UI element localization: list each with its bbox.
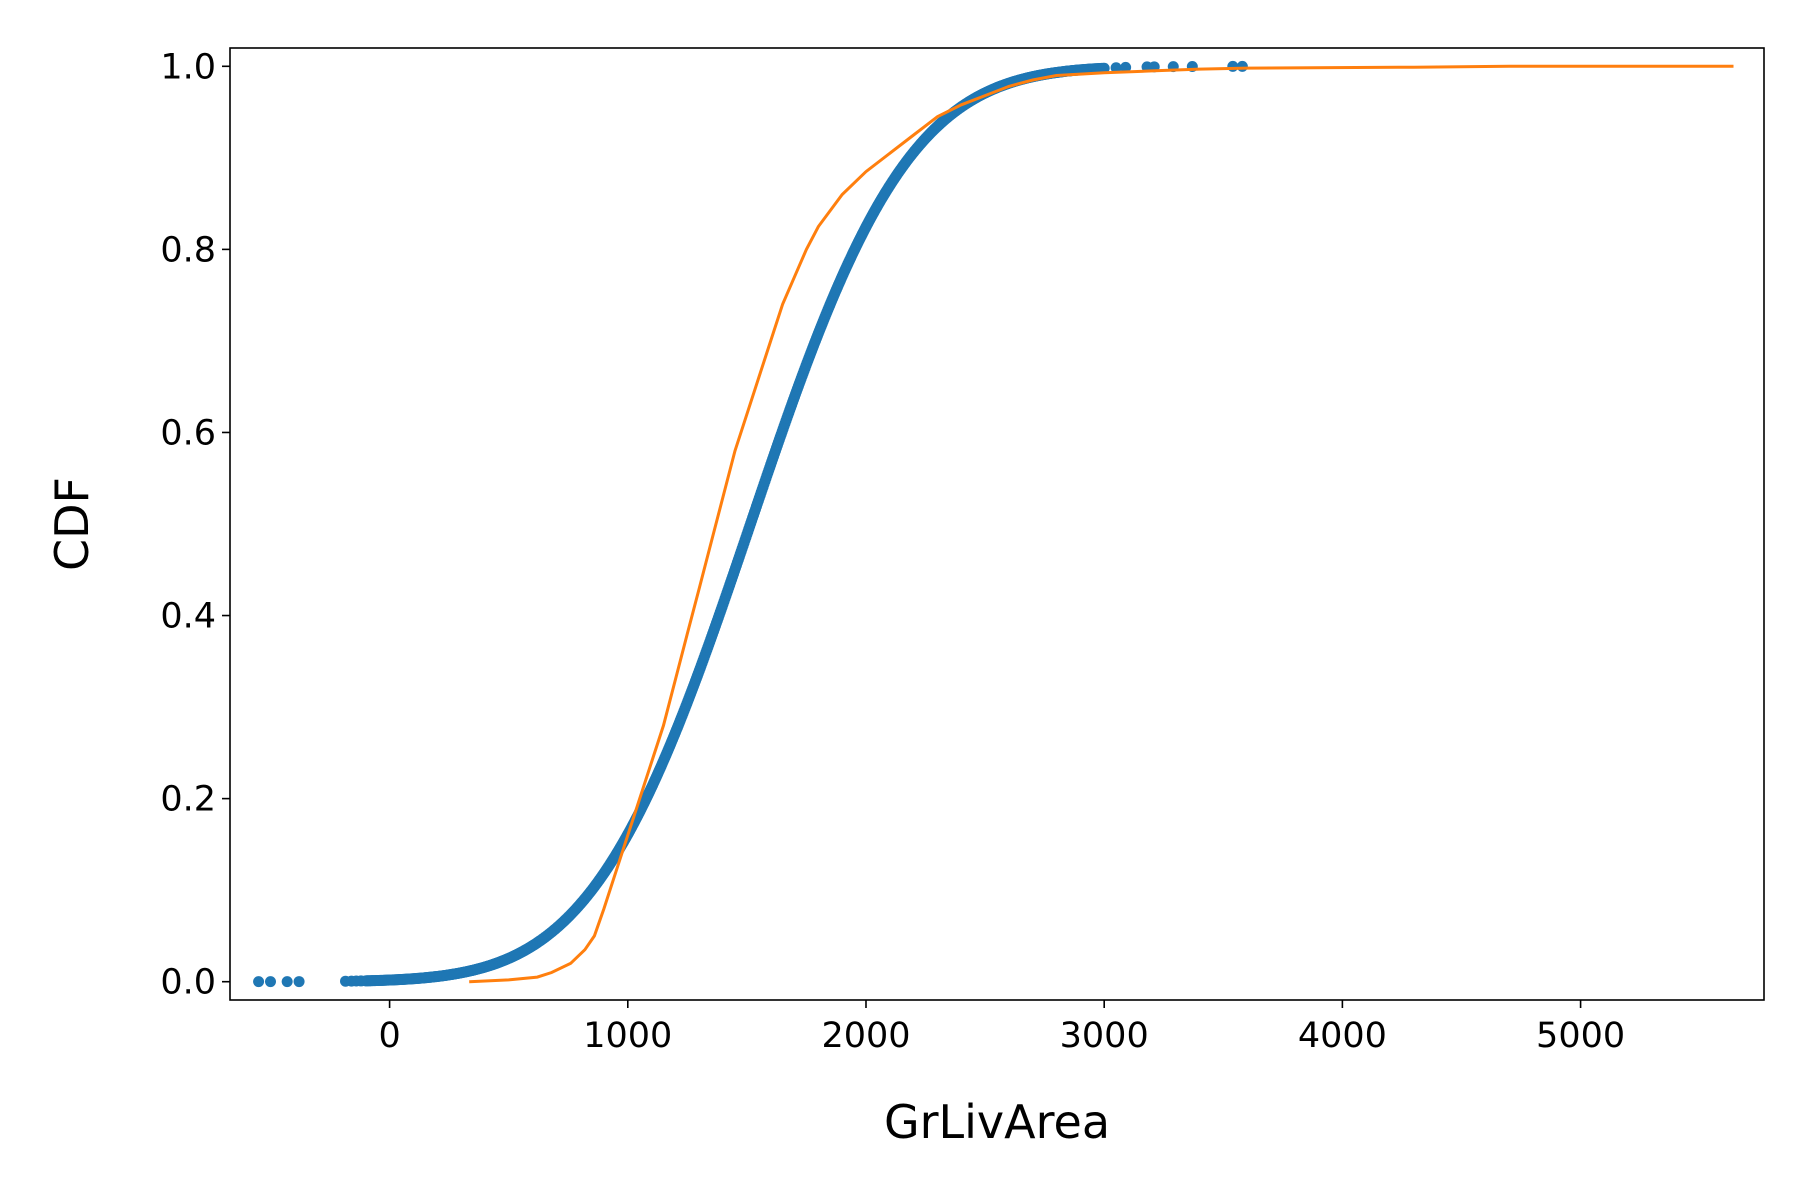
scatter-point [264, 976, 276, 988]
x-axis-ticks: 0 1000 2000 3000 4000 5000 [378, 1000, 1625, 1056]
x-tick-label: 1000 [583, 1016, 672, 1056]
plot-area [253, 60, 1734, 988]
line-series [469, 64, 1734, 984]
scatter-point [281, 976, 293, 988]
axes-frame [229, 47, 1765, 1001]
scatter-point [293, 976, 305, 988]
y-tick-label: 1.0 [160, 47, 216, 87]
y-tick-label: 0.6 [160, 413, 216, 453]
x-axis-label: GrLivArea [884, 1095, 1110, 1149]
y-tick-label: 0.4 [160, 597, 216, 637]
scatter-point [355, 975, 367, 987]
x-tick-label: 5000 [1536, 1016, 1625, 1056]
y-axis-ticks: 0.0 0.2 0.4 0.6 0.8 1.0 [160, 47, 230, 1003]
y-axis-label: CDF [45, 477, 99, 571]
y-tick-label: 0.8 [160, 230, 216, 270]
scatter-point [1110, 62, 1122, 74]
scatter-point [253, 976, 265, 988]
scatter-point [1236, 60, 1248, 72]
scatter-point [1227, 60, 1239, 72]
x-tick-label: 0 [378, 1016, 400, 1056]
scatter-point [1120, 61, 1132, 73]
x-tick-label: 4000 [1298, 1016, 1387, 1056]
y-tick-label: 0.2 [160, 780, 216, 820]
x-tick-label: 2000 [821, 1016, 910, 1056]
y-tick-label: 0.0 [160, 963, 216, 1003]
scatter-point [1098, 62, 1110, 74]
x-tick-label: 3000 [1060, 1016, 1149, 1056]
